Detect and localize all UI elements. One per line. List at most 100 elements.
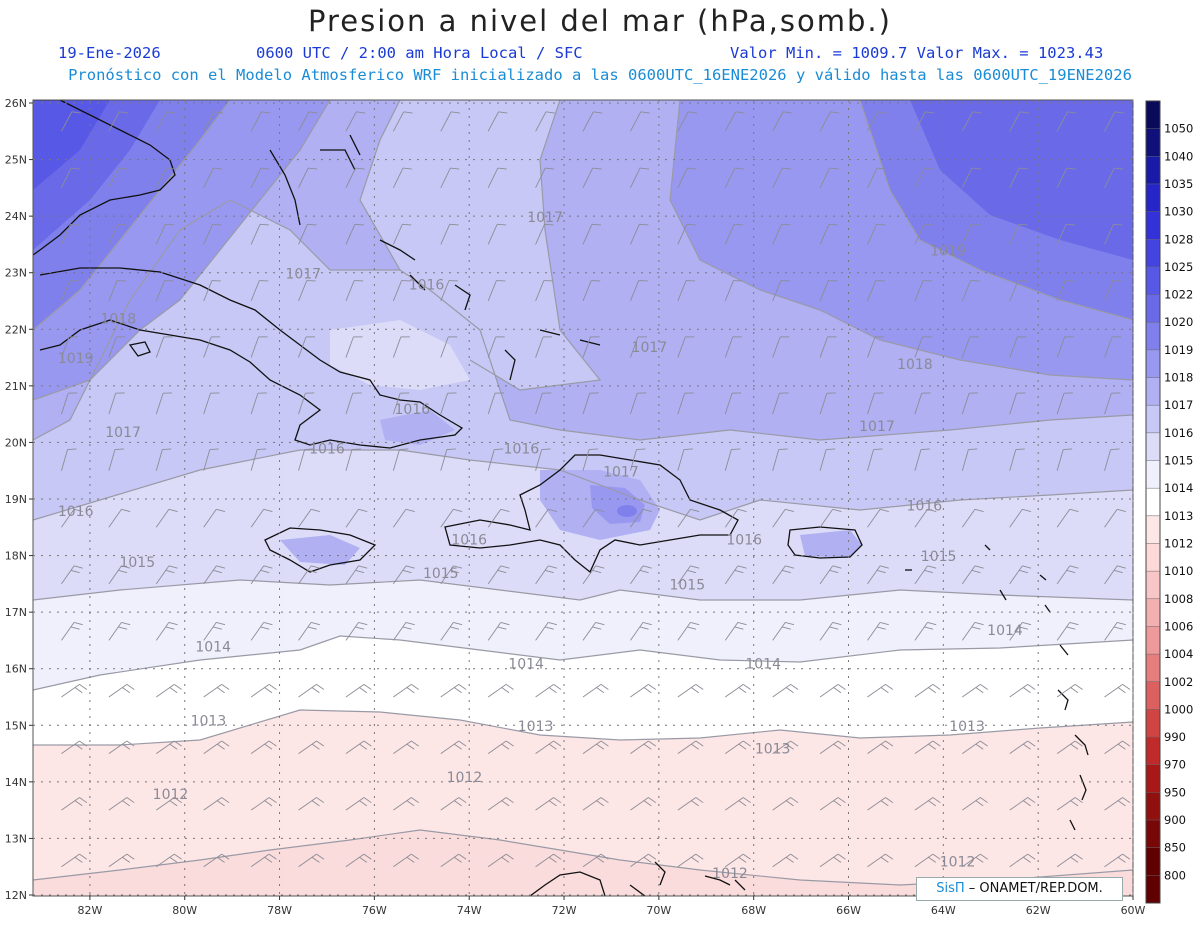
wind-barb [535,448,551,471]
colorbar-label: 990 [1164,730,1186,744]
wind-barb [1104,797,1131,811]
colorbar-swatch [1146,764,1160,793]
contour-label: 1016 [907,498,943,514]
wind-barb [203,392,220,415]
contour-label: 1014 [195,640,231,656]
wind-barb [819,797,846,811]
wind-barb [250,280,269,302]
colorbar-label: 1006 [1164,619,1193,633]
wind-barb [819,740,846,754]
wind-barb [772,223,791,245]
wind-barb [819,853,846,868]
wind-barb [61,565,83,585]
wind-barb [203,223,222,245]
wind-barb [440,853,467,868]
wind-barb [535,223,554,245]
wind-barb [1009,621,1032,641]
lat-label: 22N [5,323,27,336]
lat-label: 25N [5,154,27,167]
colorbar-label: 1013 [1164,509,1193,523]
wind-barb [724,621,747,641]
wind-barb [677,684,704,698]
wind-barb [108,111,129,132]
wind-barb [487,167,507,189]
colorbar-label: 1012 [1164,536,1193,550]
wind-barb [914,223,933,245]
wind-barb [156,740,182,754]
wind-barb [724,223,744,245]
wind-barb [1056,392,1073,415]
wind-barb [961,336,979,358]
wind-barb [345,684,372,698]
wind-barb [1104,621,1126,641]
wind-barb [1009,336,1027,358]
lat-label: 17N [5,606,27,619]
wind-barb [298,621,320,641]
wind-barb [1056,280,1075,302]
wind-barb [345,280,364,302]
wind-barb [250,684,277,698]
longitude-labels: 82W 80W 78W 76W 74W 72W 70W 68W 66W 64W 62W 60W [77,904,1145,917]
wind-barb [1009,853,1036,868]
wind-barb [819,392,836,415]
wind-barb [962,797,988,811]
colorbar-swatch [1146,211,1160,240]
wind-barb [203,740,230,754]
wind-barb [345,392,362,415]
wind-barb [393,684,419,698]
wind-barb [772,565,795,585]
wind-barb [677,336,695,358]
wind-barb [819,508,842,528]
wind-barb [914,336,932,358]
contour-label: 1018 [101,312,137,328]
colorbar-swatch [1146,460,1160,489]
colorbar-swatch [1146,654,1160,683]
contour-label: 1015 [119,555,155,571]
contour-label: 1017 [632,340,668,356]
forecast-time: 0600 UTC / 2:00 am Hora Local / SFC [256,44,583,62]
wind-barb [250,336,268,358]
colorbar-frame [1145,100,1161,904]
colorbar-swatch [1146,405,1160,434]
wind-barb [203,621,226,641]
wind-barb [582,565,605,585]
wind-barb [1009,565,1032,585]
wind-barb [155,167,175,189]
wind-barb [724,167,744,189]
wind-barb [392,167,412,189]
wind-barb [630,111,650,132]
wind-barb [629,392,647,415]
wind-barb [487,448,504,471]
colorbar-label: 1050 [1164,122,1193,136]
wind-barb [392,508,415,528]
wind-barb [61,621,83,641]
wind-barb [250,223,270,245]
wind-barb [392,111,413,132]
wind-barb [1009,508,1032,528]
colorbar-swatch [1146,101,1160,130]
contour-label: 1016 [451,532,487,548]
lat-label: 23N [5,267,27,280]
wind-barb [961,621,984,641]
wind-barb [155,280,174,302]
wind-barb [1009,111,1030,132]
contour-label: 1016 [726,532,762,548]
wind-barb [1009,167,1029,189]
colorbar-label: 800 [1164,868,1186,882]
wind-barb [1056,336,1074,358]
lat-label: 13N [5,832,27,845]
wind-barb [440,280,459,302]
colorbar-swatch [1146,571,1160,600]
wind-barb [1056,740,1083,754]
wind-barb [203,336,221,358]
wind-barb [819,280,838,302]
wind-barb [1104,508,1126,528]
wind-barb [345,223,364,245]
wind-barb [298,797,325,811]
lat-label: 16N [5,663,27,676]
wind-barb [487,280,506,302]
colorbar-swatch [1146,820,1160,849]
wind-barb [535,280,553,302]
wind-barb [203,508,226,528]
wind-barb [440,621,463,641]
